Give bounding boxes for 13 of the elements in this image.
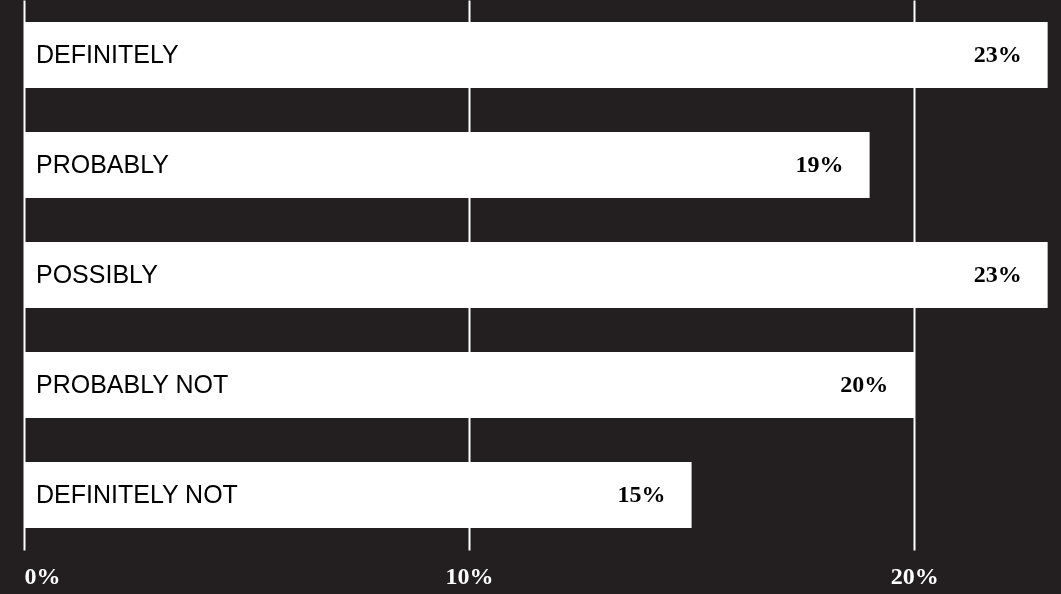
x-tick-label: 0% <box>24 562 61 589</box>
data-label: 19% <box>795 151 844 177</box>
y-tick-label: DEFINITELY NOT <box>36 480 238 508</box>
y-tick-label: POSSIBLY <box>36 260 159 288</box>
y-tick-label: DEFINITELY <box>36 40 179 68</box>
y-tick-label: PROBABLY <box>36 150 170 178</box>
data-label: 20% <box>840 371 889 397</box>
data-label: 23% <box>973 41 1022 67</box>
data-label: 23% <box>973 261 1022 287</box>
data-label: 15% <box>617 481 666 507</box>
y-tick-label: PROBABLY NOT <box>36 370 229 398</box>
x-tick-label: 20% <box>890 562 939 589</box>
x-tick-label: 10% <box>445 562 494 589</box>
